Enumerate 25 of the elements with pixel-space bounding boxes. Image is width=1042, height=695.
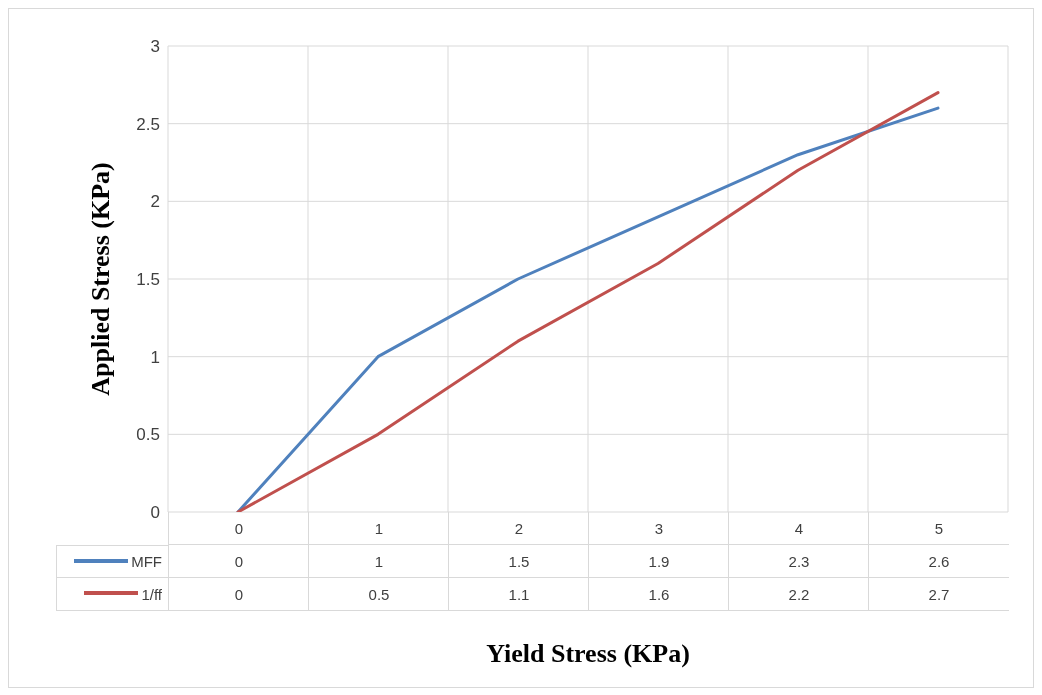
x-tick-label: 3: [588, 512, 729, 545]
y-axis-title: Applied Stress (KPa): [86, 162, 116, 396]
y-tick-label: 2: [150, 192, 160, 212]
y-tick-label: 0.5: [136, 425, 160, 445]
y-tick-label: 2.5: [136, 114, 160, 134]
y-tick-label: 1: [150, 347, 160, 367]
data-label: 1.5: [448, 545, 589, 578]
x-axis-title: Yield Stress (KPa): [485, 639, 691, 669]
data-label: 2.2: [728, 578, 869, 611]
legend-label: MFF: [131, 553, 162, 570]
x-tick-label: 4: [728, 512, 869, 545]
y-tick-label: 1.5: [136, 270, 160, 290]
data-label: 1.9: [588, 545, 729, 578]
legend-label: 1/ff: [141, 585, 162, 603]
data-label: 1.6: [588, 578, 729, 611]
x-tick-label: 2: [448, 512, 589, 545]
data-label: 0.5: [308, 578, 449, 611]
x-tick-label: 1: [308, 512, 449, 545]
x-tick-label: 5: [868, 512, 1009, 545]
data-label: 1.1: [448, 578, 589, 611]
data-label: 2.3: [728, 545, 869, 578]
data-label: 1: [308, 545, 449, 578]
data-label: 2.6: [868, 545, 1009, 578]
data-label: 2.7: [868, 578, 1009, 611]
y-tick-label: 3: [150, 37, 160, 57]
